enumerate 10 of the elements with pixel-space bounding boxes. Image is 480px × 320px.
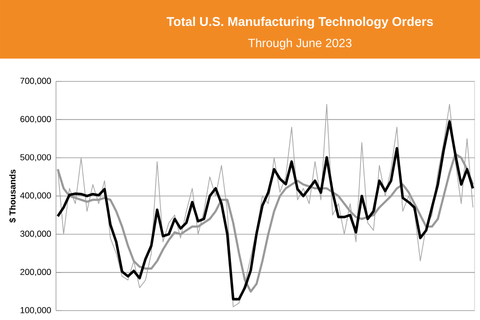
- y-tick-label: 500,000: [20, 154, 51, 162]
- y-tick-label: 700,000: [20, 78, 51, 85]
- y-tick-label: 400,000: [20, 192, 51, 200]
- y-tick-label: 300,000: [20, 230, 51, 238]
- y-tick-label: 100,000: [20, 307, 51, 314]
- chart-subtitle: Through June 2023: [248, 38, 352, 50]
- y-tick-label: 600,000: [20, 116, 51, 124]
- y-axis-title: $ Thousands: [9, 170, 16, 223]
- y-tick-label: 200,000: [20, 268, 51, 276]
- chart-title: Total U.S. Manufacturing Technology Orders: [166, 16, 433, 29]
